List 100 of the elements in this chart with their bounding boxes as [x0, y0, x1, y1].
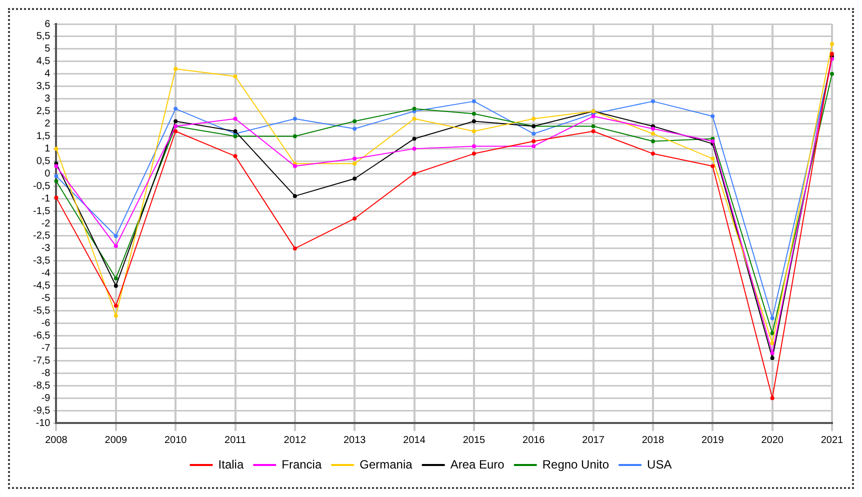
point	[532, 132, 536, 136]
y-tick-label: 1	[44, 143, 51, 154]
y-tick-label: -6,5	[32, 330, 51, 342]
point	[114, 244, 118, 248]
point	[770, 356, 774, 360]
point	[292, 164, 297, 168]
point	[650, 139, 655, 144]
point	[412, 106, 416, 111]
y-tick-label: -9	[41, 392, 51, 404]
point	[650, 132, 655, 136]
point	[472, 112, 476, 116]
point	[710, 164, 715, 168]
point	[233, 116, 238, 121]
point	[710, 156, 715, 161]
legend-label: Italia	[218, 457, 244, 472]
point	[532, 144, 536, 148]
point	[114, 276, 118, 280]
x-tick-label: 2012	[284, 434, 306, 446]
point	[352, 162, 357, 166]
y-tick-label: -4	[41, 268, 51, 280]
x-tick-label: 2020	[761, 434, 784, 446]
point	[54, 174, 58, 178]
point	[174, 66, 178, 71]
y-tick-label: 5	[44, 44, 51, 55]
y-tick-label: -6	[41, 318, 51, 329]
y-tick-label: 3	[44, 94, 51, 105]
legend-label: Germania	[360, 457, 413, 472]
y-tick-label: -2	[41, 218, 51, 230]
point	[710, 114, 715, 118]
legend-label: Francia	[282, 457, 322, 472]
point	[830, 52, 834, 56]
point	[472, 119, 476, 124]
point	[412, 116, 416, 121]
point	[114, 314, 118, 318]
point	[532, 116, 536, 121]
point	[412, 146, 416, 151]
x-tick-label: 2008	[45, 434, 68, 446]
point	[352, 216, 357, 221]
point	[352, 126, 357, 131]
point	[114, 234, 118, 238]
point	[770, 351, 774, 356]
point	[472, 152, 476, 156]
point	[591, 114, 596, 118]
point	[174, 129, 178, 134]
y-tick-label: -8,5	[32, 380, 51, 392]
point	[233, 74, 238, 78]
point	[54, 146, 58, 151]
point	[650, 99, 655, 104]
x-tick-label: 2014	[403, 434, 426, 446]
x-tick-label: 2021	[820, 434, 844, 446]
point	[770, 331, 774, 336]
point	[352, 176, 357, 181]
point	[472, 129, 476, 134]
point	[292, 194, 297, 198]
y-tick-label: -4,5	[32, 280, 51, 292]
point	[114, 284, 118, 288]
point	[292, 246, 297, 250]
y-tick-label: -1,5	[32, 206, 51, 217]
point	[830, 42, 834, 46]
x-tick-label: 2017	[582, 434, 605, 446]
x-tick-label: 2013	[343, 434, 366, 446]
point	[54, 196, 58, 200]
x-tick-label: 2011	[224, 434, 246, 446]
x-tick-label: 2018	[642, 434, 665, 446]
point	[770, 396, 774, 400]
point	[114, 304, 118, 308]
y-tick-label: -7	[41, 342, 51, 354]
point	[770, 316, 774, 320]
point	[54, 164, 58, 168]
y-tick-label: 4,5	[36, 56, 51, 68]
y-tick-label: 4	[44, 68, 51, 80]
point	[650, 152, 655, 156]
point	[233, 154, 238, 158]
point	[292, 134, 297, 138]
y-tick-label: 3,5	[36, 81, 51, 92]
point	[292, 116, 297, 121]
y-tick-label: 6	[44, 18, 51, 30]
y-tick-label: -9,5	[32, 405, 51, 416]
y-tick-label: -7,5	[32, 355, 51, 366]
y-tick-label: -1	[41, 193, 51, 204]
x-tick-label: 2015	[462, 434, 486, 446]
x-tick-label: 2010	[164, 434, 188, 446]
y-tick-label: 2,5	[36, 106, 51, 118]
point	[650, 126, 655, 131]
point	[412, 136, 416, 141]
y-tick-label: -8	[41, 368, 51, 379]
legend-label: Area Euro	[450, 457, 505, 472]
y-tick-label: -5	[41, 293, 51, 304]
point	[472, 99, 476, 104]
point	[174, 106, 178, 111]
y-tick-label: 0,5	[36, 156, 51, 167]
y-tick-label: -2,5	[32, 230, 51, 242]
y-tick-label: -3	[41, 243, 51, 254]
point	[233, 129, 238, 134]
legend-label: Regno Unito	[542, 457, 610, 472]
point	[591, 129, 596, 134]
y-tick-label: 5,5	[36, 31, 51, 42]
x-tick-label: 2016	[522, 434, 546, 446]
point	[472, 144, 476, 148]
point	[352, 119, 357, 124]
